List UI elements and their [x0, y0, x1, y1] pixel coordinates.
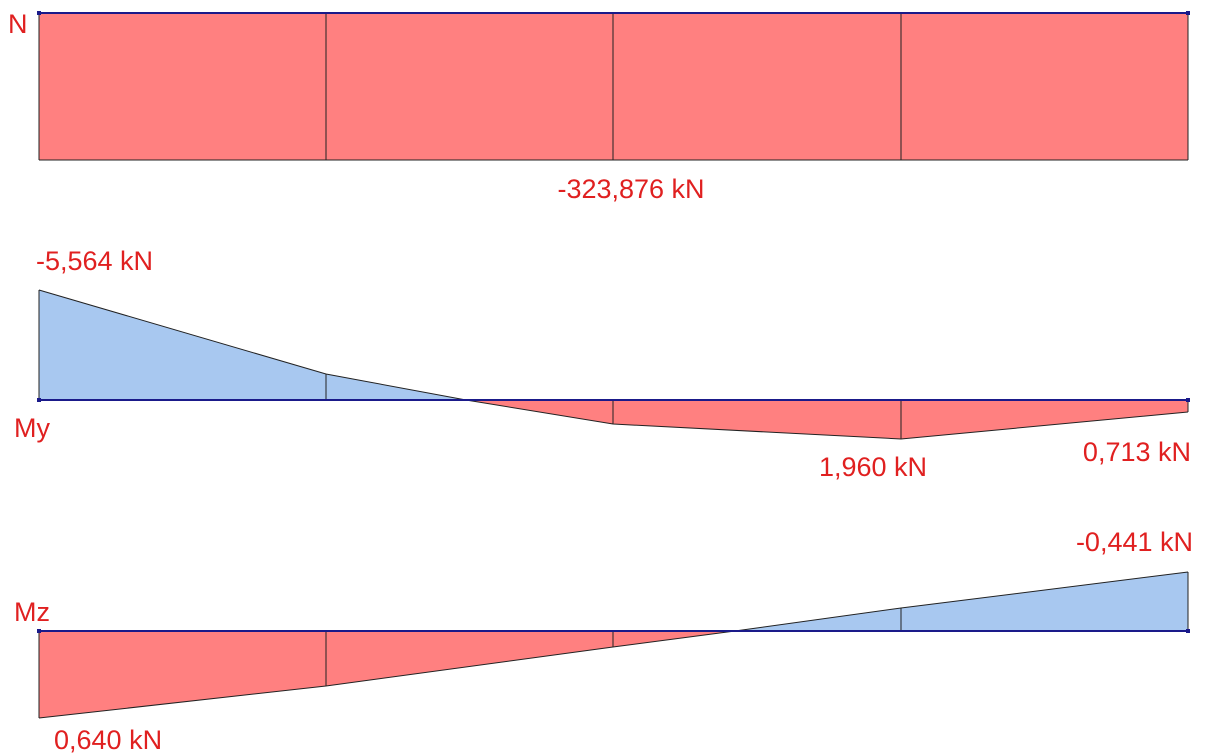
mz-moment-curve: [38, 571, 1189, 719]
mz-negative-moment-area: [735, 572, 1188, 631]
my-moment-curve: [38, 289, 1189, 440]
my-end-value-label: 0,713 kN: [1083, 437, 1191, 467]
mz-node-end: [1186, 629, 1190, 633]
my-negative-moment-area: [39, 290, 466, 400]
mz-node-start: [37, 629, 41, 633]
n-diagram: N -323,876 kN: [8, 9, 1190, 204]
n-value-label: -323,876 kN: [557, 174, 704, 204]
my-max-value-label: 1,960 kN: [819, 452, 927, 482]
mz-end-value-label: -0,441 kN: [1076, 527, 1193, 557]
mz-positive-moment-area: [39, 631, 735, 718]
mz-diagram: Mz -0,441 kN 0,640 kN: [14, 527, 1193, 753]
n-node-end: [1186, 11, 1190, 15]
my-node-start: [37, 398, 41, 402]
my-node-end: [1186, 398, 1190, 402]
my-diagram-name: My: [14, 413, 50, 443]
my-positive-moment-area: [466, 400, 1188, 439]
my-start-value-label: -5,564 kN: [36, 246, 153, 276]
n-node-start: [37, 11, 41, 15]
n-diagram-name: N: [8, 9, 28, 39]
my-diagram: My -5,564 kN 1,960 kN 0,713 kN: [14, 246, 1191, 482]
mz-diagram-name: Mz: [14, 597, 50, 627]
mz-start-value-label: 0,640 kN: [54, 725, 162, 753]
